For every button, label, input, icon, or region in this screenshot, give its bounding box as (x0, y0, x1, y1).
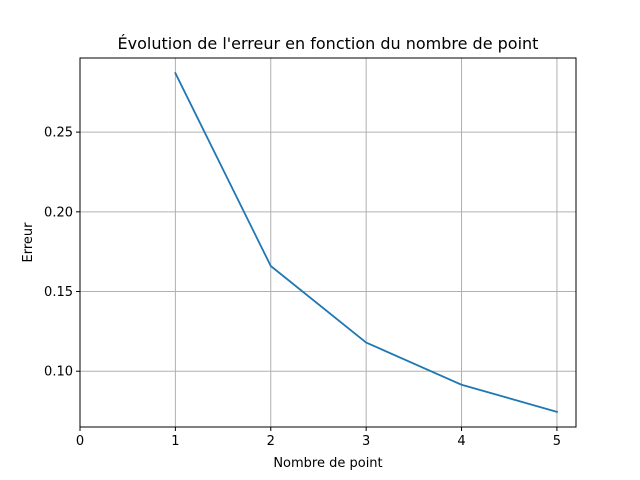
x-tick-label: 0 (76, 434, 84, 449)
x-tick-label: 5 (553, 434, 561, 449)
x-tick-label: 2 (267, 434, 275, 449)
x-tick-label: 4 (457, 434, 465, 449)
chart-title: Évolution de l'erreur en fonction du nom… (118, 34, 539, 53)
x-tick-label: 3 (362, 434, 370, 449)
grid (79, 58, 576, 427)
y-tick-label: 0.10 (44, 365, 73, 380)
ticks: 0 1 2 3 4 5 0.10 0.15 0.20 0.25 (44, 126, 561, 449)
y-tick-label: 0.15 (44, 285, 73, 300)
y-tick-label: 0.20 (44, 205, 73, 220)
series-layer (174, 71, 559, 413)
x-axis-title: Nombre de point (273, 456, 382, 471)
x-tick-label: 1 (171, 434, 179, 449)
y-tick-label: 0.25 (44, 126, 73, 141)
plot-frame (79, 57, 577, 428)
y-axis-title: Erreur (21, 222, 36, 263)
